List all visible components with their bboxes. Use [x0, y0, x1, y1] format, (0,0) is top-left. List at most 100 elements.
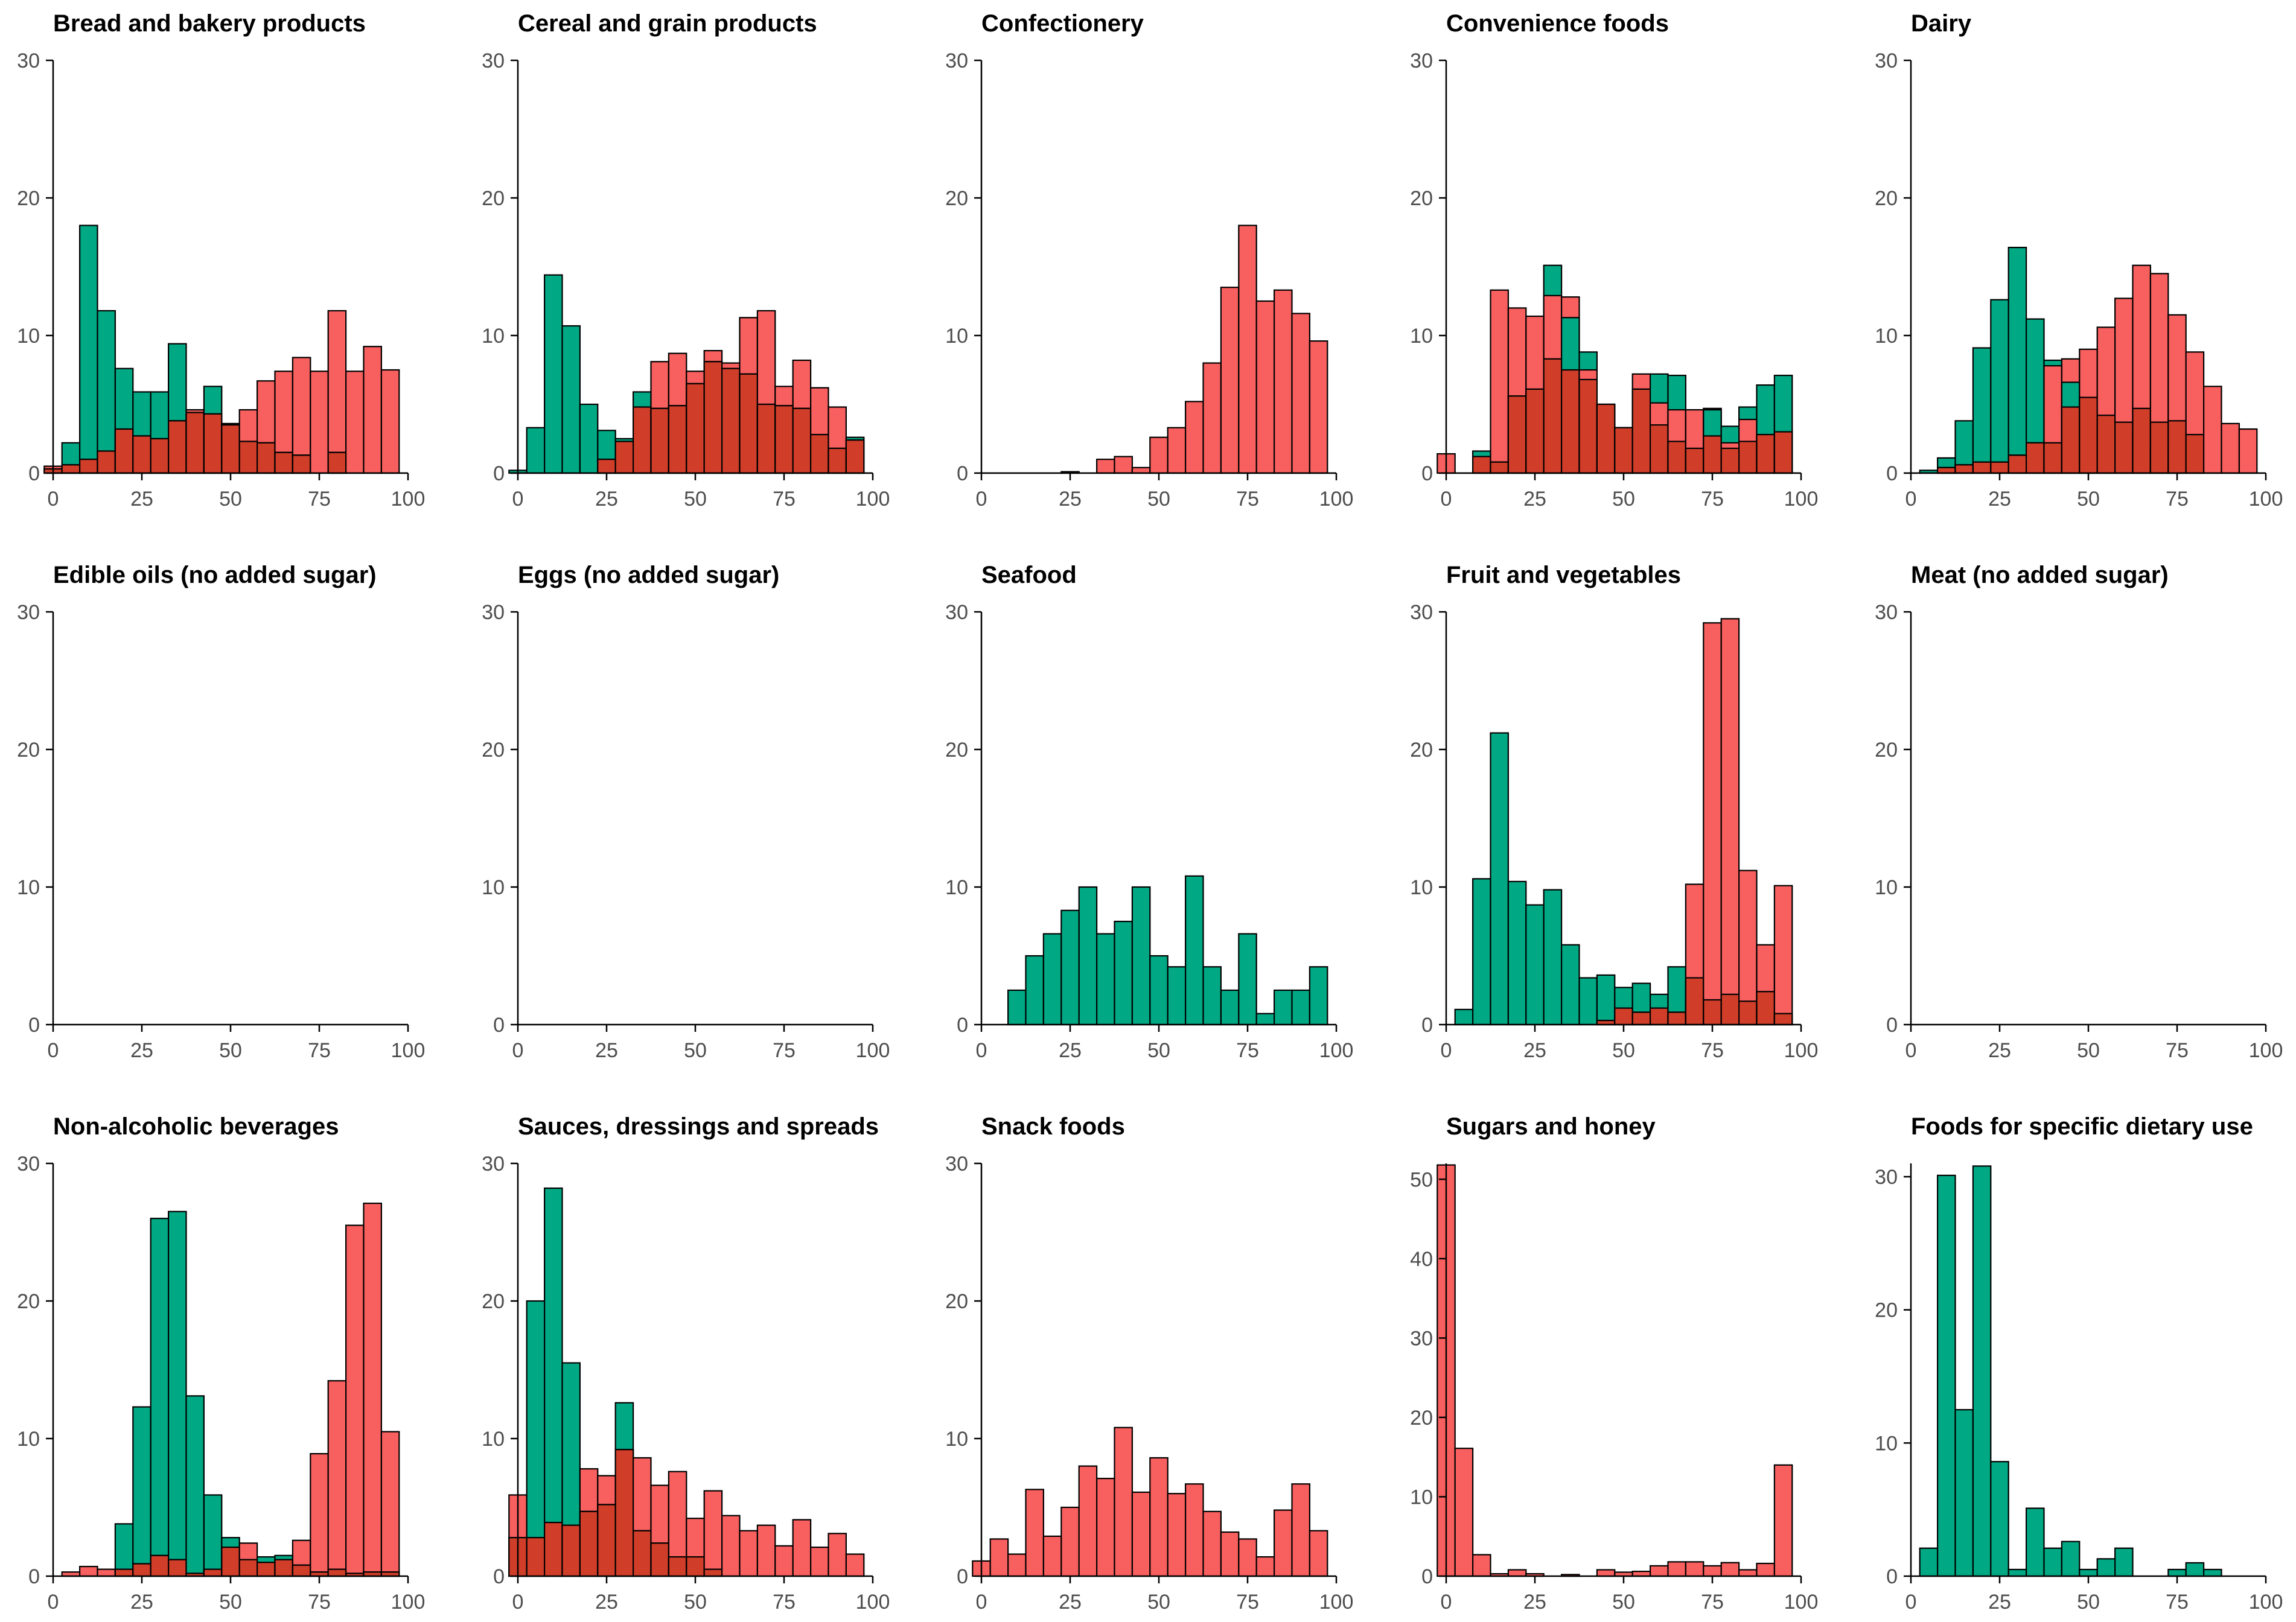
- panel-5-bar-green-5: [1990, 299, 2009, 474]
- panel-13-y-tick-label-20: 20: [945, 1290, 968, 1313]
- panel-14-x-tick-label-0: 0: [1441, 1591, 1452, 1614]
- panel-14-bar-red-12: [1650, 1565, 1669, 1577]
- panel-4-bar-overlap-3: [1490, 461, 1509, 474]
- panel-4-x-tick-label-0: 0: [1441, 488, 1452, 510]
- panel-12-bar-overlap-2: [543, 1521, 563, 1577]
- panel-1-bar-red-16: [327, 310, 347, 474]
- panel-8-bar-green-16: [1255, 1013, 1275, 1026]
- panel-12-x-tick-label-75: 75: [773, 1591, 796, 1614]
- panel-4-bar-overlap-2: [1472, 456, 1491, 474]
- panel-15-bar-green-4: [1972, 1165, 1992, 1577]
- panel-14-y-tick-label-20: 20: [1410, 1407, 1433, 1430]
- panel-1-x-tick-label-25: 25: [130, 488, 153, 510]
- panel-14-bar-red-17: [1738, 1569, 1758, 1577]
- panel-14-x-tick-label-50: 50: [1612, 1591, 1635, 1614]
- panel-7-x-tick-label-75: 75: [773, 1039, 796, 1062]
- panel-11-x-tick-label-25: 25: [130, 1591, 153, 1614]
- panel-11-bar-green-7: [168, 1210, 187, 1577]
- panel-13-x-tick-label-0: 0: [976, 1591, 987, 1614]
- panel-9-bar-green-2: [1472, 878, 1491, 1026]
- panel-13-bar-red-10: [1149, 1457, 1169, 1577]
- panel-9-x-tick-label-75: 75: [1701, 1039, 1724, 1062]
- panel-13-y-tick-label-0: 0: [957, 1565, 968, 1588]
- panel-9-bar-overlap-18: [1756, 991, 1775, 1026]
- panel-3-x-tick-label-50: 50: [1147, 488, 1170, 510]
- panel-3-y-tick-label-20: 20: [945, 187, 968, 210]
- panel-11-bar-overlap-14: [292, 1564, 311, 1577]
- panel-7-y-tick-label-20: 20: [482, 739, 505, 762]
- panel-9-bar-green-3: [1490, 732, 1509, 1026]
- panel-14-x-tick-label-75: 75: [1701, 1591, 1724, 1614]
- panel-2-bar-green-3: [561, 325, 581, 474]
- panel-8-y-tick-label-10: 10: [945, 876, 968, 899]
- panel-5-x-tick-label-75: 75: [2166, 488, 2189, 510]
- panel-11-bar-overlap-13: [274, 1559, 293, 1577]
- panel-8-bar-green-10: [1149, 955, 1169, 1026]
- panel-5-bar-overlap-6: [2007, 454, 2027, 474]
- panel-5-bar-overlap-13: [2132, 407, 2151, 474]
- panel-15-bar-green-12: [2114, 1547, 2134, 1577]
- panel-1-bar-green-3: [97, 310, 116, 474]
- panel-1-bar-overlap-8: [185, 412, 205, 474]
- panel-3-y-tick-label-10: 10: [945, 325, 968, 348]
- panel-1-x-tick-label-50: 50: [219, 488, 242, 510]
- panel-12-bar-red-17: [809, 1547, 829, 1577]
- panel-11-bar-overlap-16: [327, 1568, 347, 1577]
- panel-8-title: Seafood: [981, 562, 1077, 588]
- panel-3-y-tick-label-0: 0: [957, 462, 968, 485]
- panel-9-bar-overlap-14: [1685, 977, 1704, 1026]
- panel-11-bar-green-4: [114, 1523, 134, 1577]
- panel-11-y-tick-label-30: 30: [17, 1153, 40, 1175]
- panel-12-bar-overlap-3: [561, 1524, 581, 1577]
- panel-3-x-tick-label-25: 25: [1059, 488, 1082, 510]
- panel-2-y-tick-label-20: 20: [482, 187, 505, 210]
- panel-15-bar-green-16: [2185, 1562, 2205, 1577]
- panel-13-x-tick-label-25: 25: [1059, 1591, 1082, 1614]
- panel-4-bar-overlap-4: [1507, 395, 1527, 474]
- panel-14-bar-red-19: [1773, 1464, 1793, 1577]
- panel-9-y-tick-label-20: 20: [1410, 739, 1433, 762]
- panel-9-x-tick-label-0: 0: [1441, 1039, 1452, 1062]
- panel-8-bar-green-7: [1095, 933, 1115, 1026]
- panel-5-bar-overlap-2: [1937, 466, 1956, 474]
- panel-13-y-tick-label-30: 30: [945, 1153, 968, 1175]
- panel-13-bar-red-4: [1042, 1535, 1062, 1577]
- panel-5-x-tick-label-100: 100: [2249, 488, 2283, 510]
- panel-4-x-tick-label-25: 25: [1523, 488, 1546, 510]
- panel-9-bar-red-16: [1720, 618, 1740, 1026]
- panel-15-x-tick-label-25: 25: [1988, 1591, 2011, 1614]
- panel-7-x-tick-label-100: 100: [856, 1039, 890, 1062]
- panel-1-bar-overlap-5: [132, 435, 151, 474]
- panel-2-bar-overlap-5: [597, 459, 616, 474]
- panel-7-y-tick-label-30: 30: [482, 601, 505, 624]
- panel-15-bar-green-3: [1954, 1409, 1974, 1577]
- panel-2-bar-overlap-19: [845, 439, 865, 474]
- panel-10-x-tick-label-100: 100: [2249, 1039, 2283, 1062]
- panel-11-bar-red-3: [97, 1568, 116, 1577]
- panel-1-bar-overlap-12: [257, 442, 276, 474]
- panel-15-x-tick-label-0: 0: [1905, 1591, 1917, 1614]
- panel-12-y-tick-label-10: 10: [482, 1428, 505, 1451]
- panel-12-bar-red-16: [792, 1519, 812, 1577]
- panel-9-bar-overlap-15: [1703, 999, 1722, 1026]
- panel-10-x-tick-label-50: 50: [2077, 1039, 2100, 1062]
- panel-12-bar-green-1: [526, 1300, 546, 1577]
- panel-1-y-tick-label-20: 20: [17, 187, 40, 210]
- panel-5-y-tick-label-0: 0: [1886, 462, 1898, 485]
- panel-2-bar-overlap-11: [703, 361, 723, 474]
- panel-14-title: Sugars and honey: [1446, 1113, 1656, 1140]
- panel-5-bar-overlap-9: [2061, 406, 2081, 474]
- panel-2-x-tick-label-0: 0: [512, 488, 524, 510]
- panel-6-x-tick-label-75: 75: [308, 1039, 331, 1062]
- panel-1-bar-overlap-2: [79, 459, 98, 474]
- panel-7-x-tick-label-0: 0: [512, 1039, 524, 1062]
- panel-1-bar-red-15: [310, 371, 329, 474]
- panel-8-bar-green-8: [1114, 920, 1133, 1026]
- panel-11-title: Non-alcoholic beverages: [53, 1113, 339, 1140]
- panel-12-y-tick-label-0: 0: [493, 1565, 505, 1588]
- panel-12-x-tick-label-50: 50: [684, 1591, 707, 1614]
- panel-14-y-tick-label-50: 50: [1410, 1168, 1433, 1191]
- panel-4-bar-red-3: [1490, 289, 1509, 474]
- panel-2-bar-green-4: [579, 403, 599, 474]
